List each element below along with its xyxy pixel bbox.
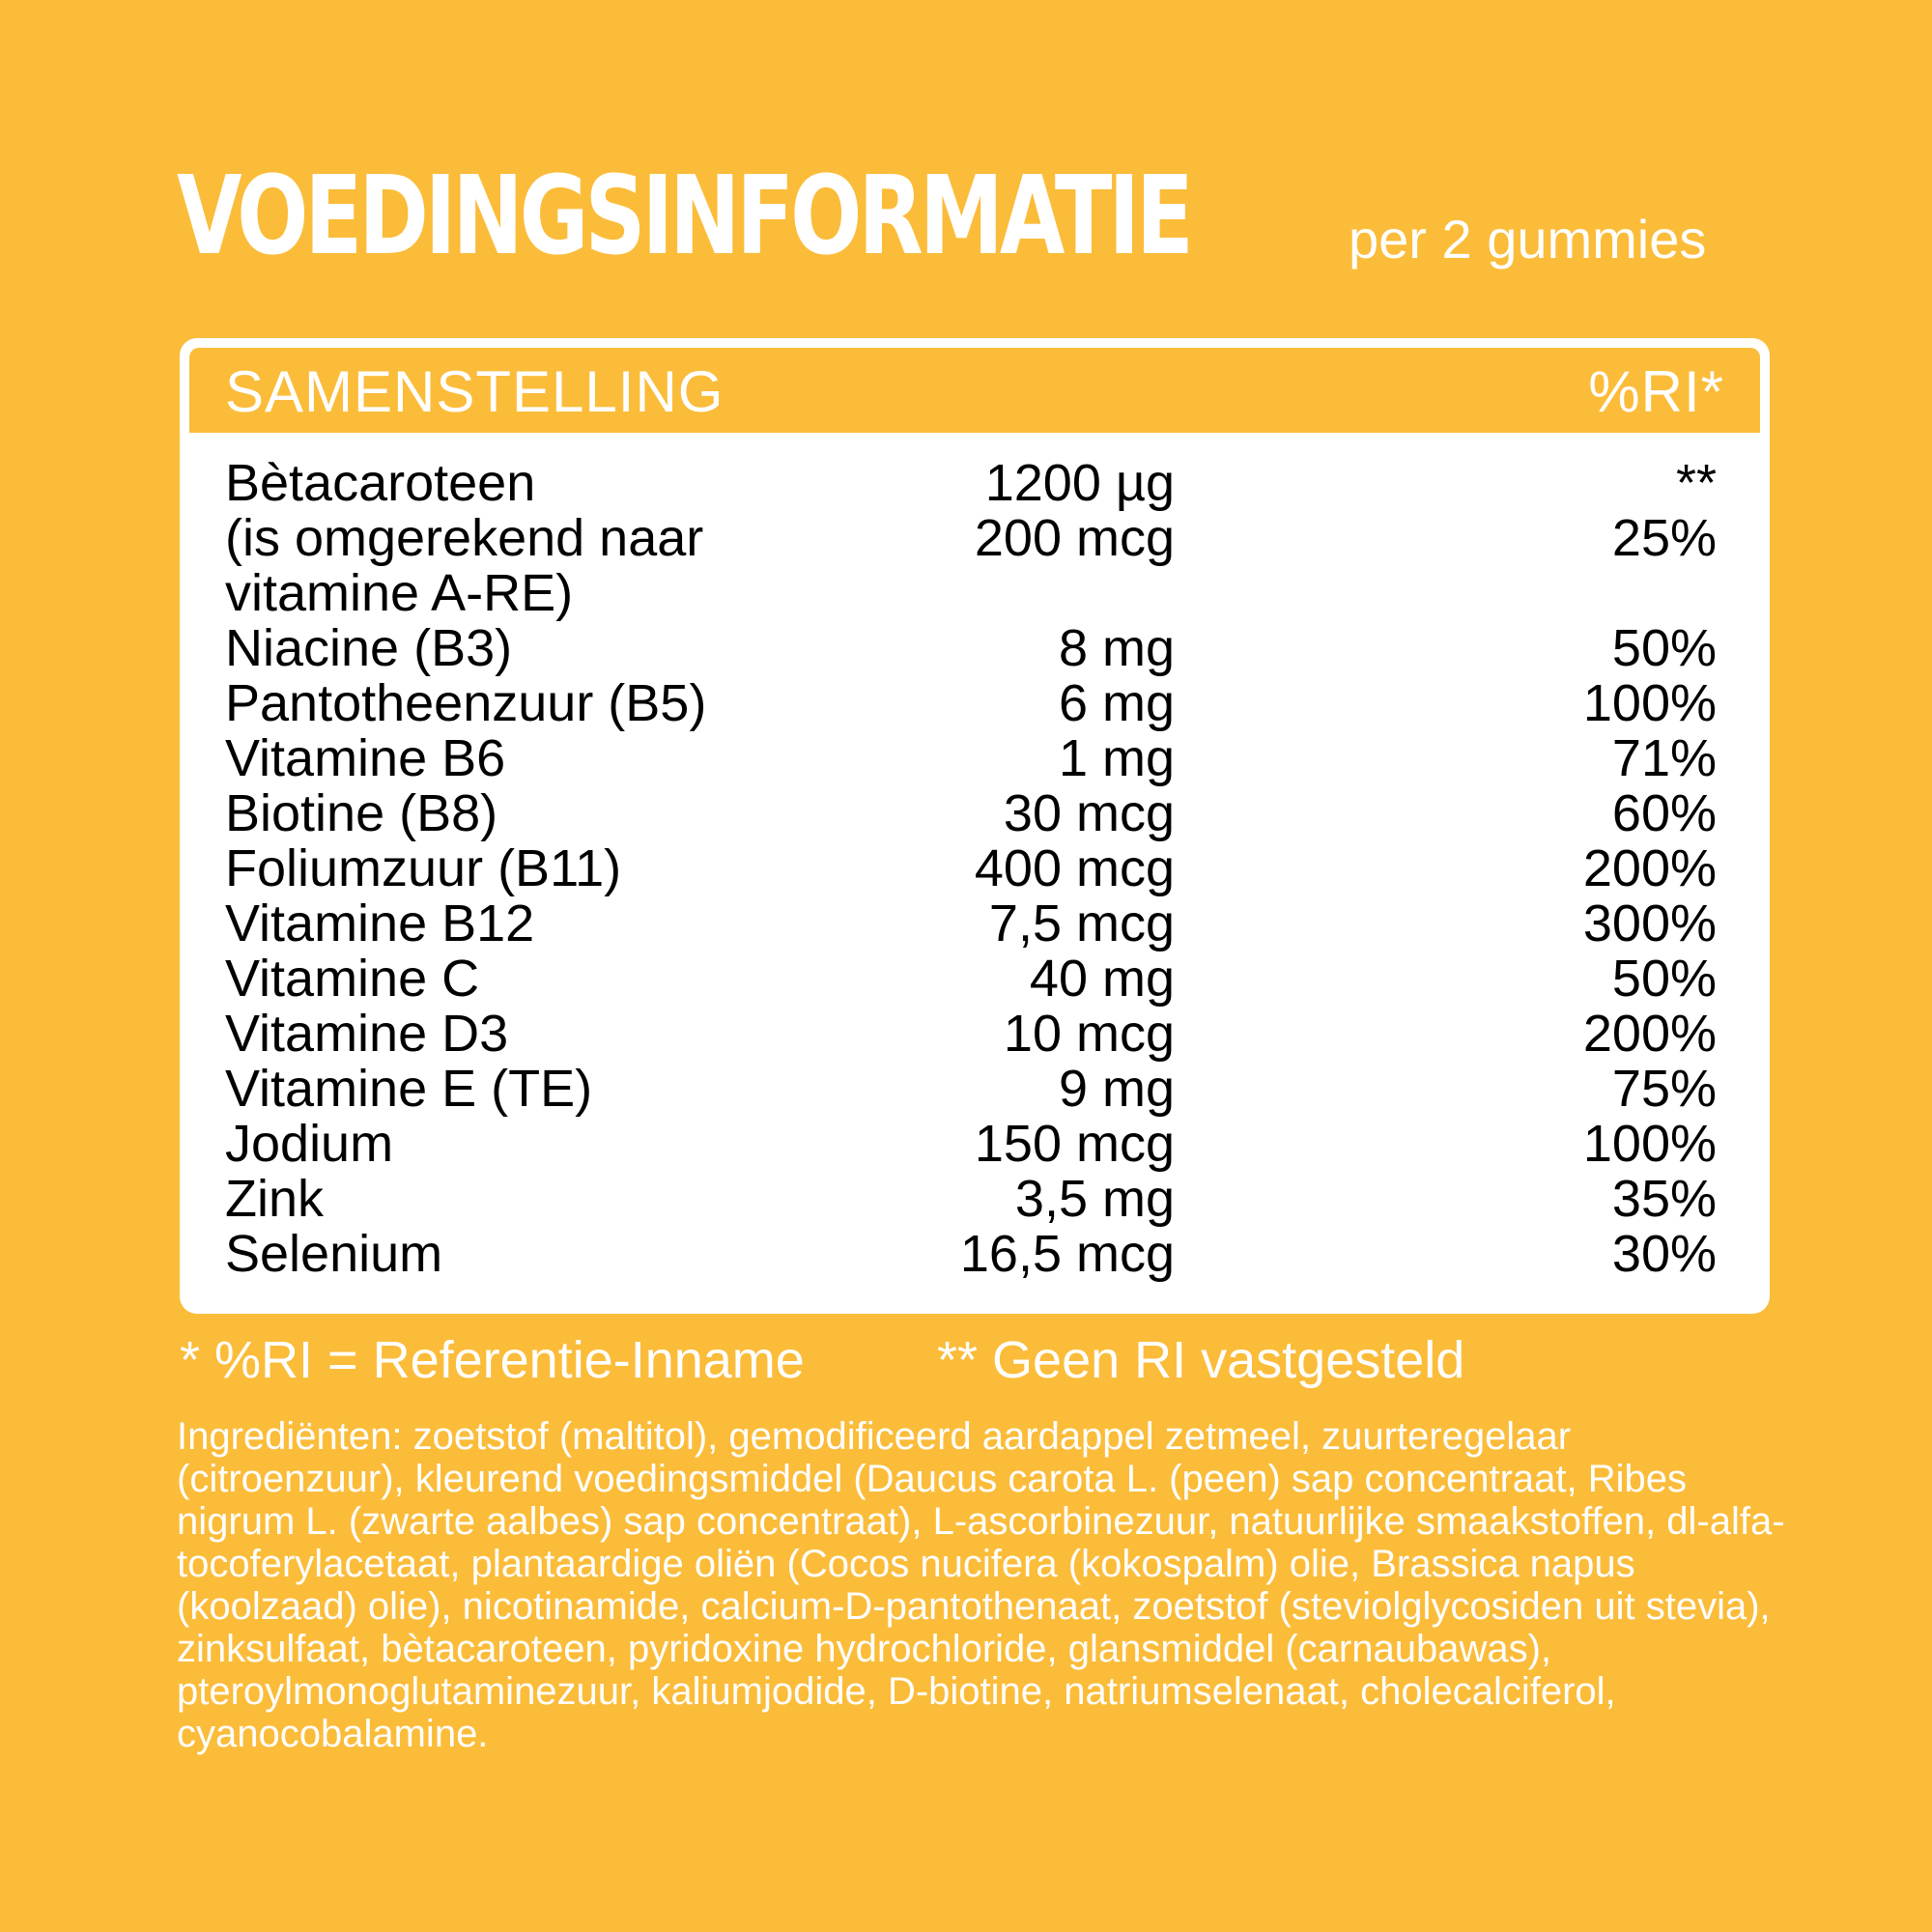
nutrient-amount: 16,5 mcg xyxy=(959,1225,1175,1283)
table-row: Vitamine E (TE) 9 mg 75% xyxy=(225,1062,1717,1117)
nutrient-ri: 100% xyxy=(1582,1115,1717,1173)
footnote-ri: * %RI = Referentie-Inname xyxy=(180,1331,805,1389)
ingredients-text: Ingrediënten: zoetstof (maltitol), gemod… xyxy=(177,1415,1785,1755)
nutrient-name: Vitamine C xyxy=(225,950,480,1008)
nutrient-name: Vitamine D3 xyxy=(225,1005,509,1063)
table-row: Vitamine B6 1 mg 71% xyxy=(225,731,1717,786)
nutrient-amount: 7,5 mcg xyxy=(988,895,1175,952)
footnote-no-ri: ** Geen RI vastgesteld xyxy=(937,1331,1465,1389)
table-row: Foliumzuur (B11) 400 mcg 200% xyxy=(225,841,1717,896)
nutrient-name: Vitamine E (TE) xyxy=(225,1060,593,1118)
nutrient-ri: 71% xyxy=(1611,729,1717,787)
nutrient-ri: 25% xyxy=(1611,509,1717,567)
nutrient-ri: 30% xyxy=(1611,1225,1717,1283)
nutrient-amount: 9 mg xyxy=(1058,1060,1175,1118)
nutrient-amount: 150 mcg xyxy=(974,1115,1175,1173)
nutrient-amount: 40 mg xyxy=(1029,950,1175,1008)
nutrient-name: Foliumzuur (B11) xyxy=(225,839,622,897)
nutrient-name: Vitamine B12 xyxy=(225,895,535,952)
table-header: SAMENSTELLING %RI* xyxy=(189,348,1760,433)
column-header-composition: SAMENSTELLING xyxy=(225,359,724,424)
nutrient-amount: 8 mg xyxy=(1058,619,1175,677)
nutrient-amount: 1 mg xyxy=(1058,729,1175,787)
table-row: Bètacaroteen 1200 µg ** xyxy=(225,456,1717,511)
nutrient-name: Pantotheenzuur (B5) xyxy=(225,674,707,732)
serving-subtitle: per 2 gummies xyxy=(1349,209,1707,270)
nutrient-ri: ** xyxy=(1675,454,1717,512)
table-row: Zink 3,5 mg 35% xyxy=(225,1172,1717,1227)
table-row: Selenium 16,5 mcg 30% xyxy=(225,1227,1717,1282)
nutrient-name: Niacine (B3) xyxy=(225,619,513,677)
nutrient-ri: 50% xyxy=(1611,950,1717,1008)
nutrient-ri: 100% xyxy=(1582,674,1717,732)
nutrient-ri: 200% xyxy=(1582,1005,1717,1063)
nutrient-amount: 30 mcg xyxy=(1003,784,1175,842)
title-row: VOEDINGSINFORMATIE per 2 gummies xyxy=(177,162,1771,288)
nutrition-table: SAMENSTELLING %RI* Bètacaroteen 1200 µg **… xyxy=(180,338,1770,1314)
nutrient-name: Selenium xyxy=(225,1225,443,1283)
nutrient-amount: 1200 µg xyxy=(984,454,1175,512)
table-row: Biotine (B8) 30 mcg 60% xyxy=(225,786,1717,841)
table-body: Bètacaroteen 1200 µg ** (is omgerekend naar… xyxy=(225,456,1717,1282)
table-row: Vitamine C 40 mg 50% xyxy=(225,952,1717,1007)
nutrient-name: Jodium xyxy=(225,1115,394,1173)
nutrient-ri: 200% xyxy=(1582,839,1717,897)
nutrient-amount: 10 mcg xyxy=(1003,1005,1175,1063)
nutrient-ri: 50% xyxy=(1611,619,1717,677)
nutrient-name: Zink xyxy=(225,1170,325,1228)
nutrient-name: (is omgerekend naar vitamine A-RE) xyxy=(225,509,704,622)
table-row: Niacine (B3) 8 mg 50% xyxy=(225,621,1717,676)
nutrient-ri: 300% xyxy=(1582,895,1717,952)
table-row: (is omgerekend naar vitamine A-RE) 200 mc… xyxy=(225,511,1717,621)
table-row: Pantotheenzuur (B5) 6 mg 100% xyxy=(225,676,1717,731)
page-title: VOEDINGSINFORMATIE xyxy=(177,154,1194,279)
nutrient-name: Biotine (B8) xyxy=(225,784,498,842)
nutrient-ri: 60% xyxy=(1611,784,1717,842)
table-row: Jodium 150 mcg 100% xyxy=(225,1117,1717,1172)
nutrient-amount: 6 mg xyxy=(1058,674,1175,732)
table-row: Vitamine D3 10 mcg 200% xyxy=(225,1007,1717,1062)
nutrient-ri: 75% xyxy=(1611,1060,1717,1118)
nutrient-name: Bètacaroteen xyxy=(225,454,536,512)
nutrient-amount: 200 mcg xyxy=(974,509,1175,567)
nutrient-amount: 400 mcg xyxy=(974,839,1175,897)
nutrient-ri: 35% xyxy=(1611,1170,1717,1228)
nutrient-name: Vitamine B6 xyxy=(225,729,506,787)
nutrient-amount: 3,5 mg xyxy=(1014,1170,1175,1228)
column-header-ri: %RI* xyxy=(1588,359,1724,424)
table-row: Vitamine B12 7,5 mcg 300% xyxy=(225,896,1717,952)
